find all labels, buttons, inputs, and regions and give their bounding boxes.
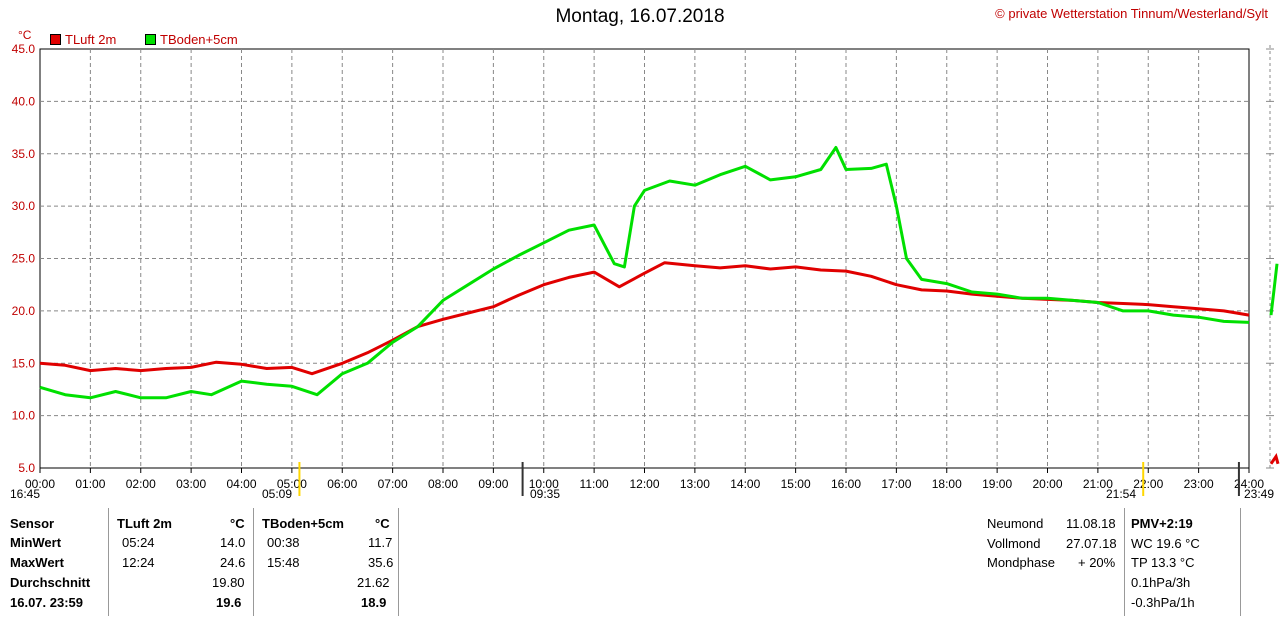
moon-value-full: 27.07.18	[1066, 536, 1117, 551]
y-tick-label: 25.0	[12, 252, 36, 266]
s2-avg: 21.62	[357, 575, 390, 590]
pmv-line-tp: TP 13.3 °C	[1131, 555, 1195, 570]
pmv-line-pressure-1h: -0.3hPa/1h	[1131, 595, 1195, 610]
y-tick-label: 5.0	[18, 461, 35, 475]
s1-min: 14.0	[220, 535, 246, 550]
s1-avg: 19.80	[212, 575, 245, 590]
moon-label-phase: Mondphase	[987, 555, 1055, 570]
x-tick-label: 14:00	[730, 477, 760, 491]
s2-current: 18.9	[361, 595, 387, 610]
legend-label-tboden: TBoden+5cm	[160, 32, 238, 47]
x-axis-ticks: 00:00 01:00 02:00 03:00 04:00 05:00 06:00 07:00…	[25, 462, 1264, 496]
s1-name: TLuft 2m	[117, 516, 172, 531]
marker-right-time: 23:49	[1244, 487, 1275, 501]
chart-grid	[39, 48, 1250, 469]
y-tick-label: 35.0	[12, 147, 36, 161]
temperature-chart: 5.0 10.0 15.0 20.0 25.0 30.0 35.0 40.0 45.0 00:0…	[12, 42, 1280, 496]
x-tick-label: 06:00	[327, 477, 357, 491]
table-divider	[398, 508, 399, 616]
s1-min-time: 05:24	[122, 535, 155, 550]
x-tick-label: 09:00	[478, 477, 508, 491]
legend-label-tluft: TLuft 2m	[65, 32, 117, 47]
chart-title: Montag, 16.07.2018	[555, 6, 725, 27]
x-tick-label: 19:00	[982, 477, 1012, 491]
x-tick-label: 21:00	[1083, 477, 1113, 491]
x-tick-label: 17:00	[881, 477, 911, 491]
moon-label-new: Neumond	[987, 516, 1044, 531]
x-tick-label: 01:00	[75, 477, 105, 491]
x-tick-label: 07:00	[378, 477, 408, 491]
s1-max: 24.6	[220, 555, 246, 570]
row-label-max: MaxWert	[10, 555, 64, 570]
x-tick-label: 08:00	[428, 477, 458, 491]
sensor-header: Sensor	[10, 516, 55, 531]
x-tick-label: 04:00	[226, 477, 256, 491]
s2-max-time: 15:48	[267, 555, 300, 570]
legend-swatch-tboden	[145, 34, 156, 45]
x-tick-label: 10:00	[529, 477, 559, 491]
x-tick-label: 12:00	[629, 477, 659, 491]
mini-bar-tboden	[1269, 263, 1279, 316]
x-tick-label: 13:00	[680, 477, 710, 491]
legend-swatch-tluft	[50, 34, 61, 45]
y-tick-label: 45.0	[12, 42, 36, 56]
marker-sunrise: 05:09	[262, 487, 293, 501]
s1-unit: °C	[230, 516, 245, 531]
x-tick-label: 15:00	[781, 477, 811, 491]
legend-item-tluft: TLuft 2m	[50, 32, 116, 47]
row-label-min: MinWert	[10, 535, 62, 550]
row-label-current: 16.07. 23:59	[10, 595, 84, 610]
s2-min-time: 00:38	[267, 535, 300, 550]
pmv-title: PMV+2:19	[1131, 516, 1193, 531]
marker-moon-time: 09:35	[530, 487, 561, 501]
table-divider	[1240, 508, 1241, 616]
y-tick-label: 40.0	[12, 94, 36, 108]
table-divider	[253, 508, 254, 616]
y-axis-unit: °C	[18, 28, 32, 42]
x-tick-label: 23:00	[1184, 477, 1214, 491]
s1-current: 19.6	[216, 595, 242, 610]
marker-sunset: 21:54	[1106, 487, 1137, 501]
legend-item-tboden: TBoden+5cm	[145, 32, 238, 47]
s1-max-time: 12:24	[122, 555, 155, 570]
copyright-text: © private Wetterstation Tinnum/Westerlan…	[995, 6, 1268, 21]
table-divider	[108, 508, 109, 616]
x-tick-label: 02:00	[126, 477, 156, 491]
y-axis-ticks: 5.0 10.0 15.0 20.0 25.0 30.0 35.0 40.0 45.0	[12, 42, 36, 475]
x-tick-label: 11:00	[580, 477, 609, 491]
x-tick-label: 00:00	[25, 477, 55, 491]
right-mini-bar	[1266, 45, 1280, 469]
s2-name: TBoden+5cm	[262, 516, 344, 531]
series-line-tboden	[39, 146, 1250, 400]
x-tick-label: 22:00	[1133, 477, 1163, 491]
y-tick-label: 30.0	[12, 199, 36, 213]
x-tick-label: 24:00	[1234, 477, 1264, 491]
row-label-avg: Durchschnitt	[10, 575, 91, 590]
s2-min: 11.7	[368, 535, 393, 550]
x-tick-label: 03:00	[176, 477, 206, 491]
table-divider	[1124, 508, 1125, 616]
s2-max: 35.6	[368, 555, 394, 570]
x-tick-label: 16:00	[831, 477, 861, 491]
moon-value-phase: + 20%	[1078, 555, 1116, 570]
mini-bar-tluft	[1269, 452, 1280, 465]
chart-series	[39, 146, 1250, 400]
y-tick-label: 15.0	[12, 356, 36, 370]
pmv-line-wc: WC 19.6 °C	[1131, 536, 1200, 551]
s2-unit: °C	[375, 516, 390, 531]
y-tick-label: 10.0	[12, 409, 36, 423]
pmv-line-pressure-3h: 0.1hPa/3h	[1131, 575, 1191, 590]
x-tick-label: 18:00	[932, 477, 962, 491]
moon-label-full: Vollmond	[987, 536, 1041, 551]
marker-left-time: 16:45	[10, 487, 41, 501]
y-tick-label: 20.0	[12, 304, 36, 318]
x-tick-label: 20:00	[1032, 477, 1062, 491]
moon-value-new: 11.08.18	[1066, 516, 1116, 531]
